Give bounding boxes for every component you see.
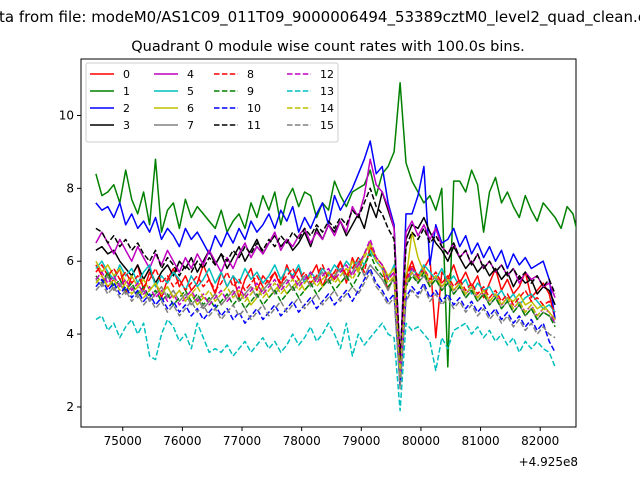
- legend-label-0: 0: [123, 68, 130, 81]
- x-axis-offset-label: +4.925e8: [519, 455, 578, 469]
- series-line-2: [95, 140, 556, 372]
- legend-box: [85, 62, 339, 143]
- x-tick-label: 78000: [283, 434, 321, 448]
- x-tick-label: 80000: [402, 434, 440, 448]
- series-line-10: [95, 267, 556, 386]
- series-line-15: [95, 271, 556, 390]
- x-tick-label: 79000: [342, 434, 380, 448]
- legend-label-15: 15: [320, 119, 334, 132]
- legend-label-9: 9: [247, 85, 254, 98]
- series-line-11: [95, 187, 556, 361]
- chart-title: Quadrant 0 module wise count rates with …: [131, 39, 525, 55]
- y-tick-label: 8: [66, 181, 74, 195]
- legend-label-5: 5: [187, 85, 194, 98]
- legend-label-1: 1: [123, 85, 130, 98]
- legend-label-8: 8: [247, 68, 254, 81]
- legend-label-10: 10: [247, 102, 261, 115]
- plot-area: 75000 76000 77000 78000 79000 80000 81000 82000…: [59, 58, 577, 448]
- series-line-1: [95, 81, 576, 368]
- x-tick-label: 75000: [104, 434, 142, 448]
- x-tick-label: 76000: [163, 434, 201, 448]
- series-layer: [95, 81, 576, 412]
- y-tick-label: 10: [59, 108, 74, 122]
- legend-label-11: 11: [247, 119, 261, 132]
- series-line-0: [95, 242, 556, 379]
- legend-label-12: 12: [320, 68, 334, 81]
- figure-suptitle: Data from file: modeM0/AS1C09_011T09_900…: [0, 8, 640, 27]
- legend-label-14: 14: [320, 102, 334, 115]
- x-tick-label: 81000: [461, 434, 499, 448]
- legend-label-4: 4: [187, 68, 194, 81]
- legend-label-3: 3: [123, 119, 130, 132]
- y-axis: 2 4 6 8 10: [59, 108, 81, 414]
- axes-frame: [80, 58, 577, 428]
- y-tick-label: 2: [66, 400, 74, 414]
- legend-label-7: 7: [187, 119, 194, 132]
- series-line-14: [95, 245, 556, 379]
- x-tick-label: 77000: [223, 434, 261, 448]
- x-tick-label: 82000: [521, 434, 559, 448]
- legend-label-6: 6: [187, 102, 194, 115]
- y-tick-label: 6: [66, 254, 74, 268]
- x-axis: 75000 76000 77000 78000 79000 80000 81000 82000: [104, 427, 559, 448]
- series-line-7: [95, 260, 556, 383]
- y-tick-label: 4: [66, 327, 74, 341]
- legend-label-2: 2: [123, 102, 130, 115]
- legend-label-13: 13: [320, 85, 334, 98]
